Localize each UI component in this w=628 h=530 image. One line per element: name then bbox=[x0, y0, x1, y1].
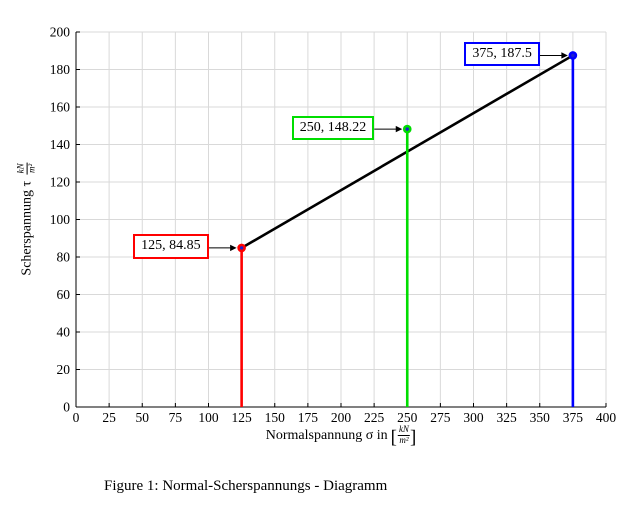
x-tick-label: 200 bbox=[331, 410, 352, 425]
data-point-marker-center bbox=[571, 53, 575, 58]
y-tick-label: 180 bbox=[50, 62, 71, 77]
annotation-arrowhead bbox=[230, 244, 237, 252]
x-tick-label: 50 bbox=[136, 410, 150, 425]
x-tick-label: 375 bbox=[563, 410, 584, 425]
y-tick-label: 140 bbox=[50, 137, 71, 152]
y-tick-label: 20 bbox=[57, 362, 71, 377]
x-tick-label: 275 bbox=[430, 410, 451, 425]
figure-caption: Figure 1: Normal-Scherspannungs - Diagra… bbox=[104, 478, 388, 494]
y-tick-label: 200 bbox=[50, 25, 71, 40]
y-tick-label: 100 bbox=[50, 212, 71, 227]
x-tick-label: 325 bbox=[497, 410, 518, 425]
data-point-marker-center bbox=[239, 246, 244, 250]
x-tick-label: 150 bbox=[265, 410, 286, 425]
y-axis-label-text: Scherspannung τ bbox=[19, 180, 35, 276]
x-tick-label: 125 bbox=[232, 410, 253, 425]
y-tick-label: 0 bbox=[63, 400, 70, 415]
x-tick-label: 300 bbox=[463, 410, 484, 425]
x-tick-label: 400 bbox=[596, 410, 617, 425]
y-tick-label: 40 bbox=[57, 325, 71, 340]
annotation-arrowhead bbox=[561, 52, 568, 59]
x-tick-label: 350 bbox=[530, 410, 551, 425]
x-axis-label-text: Normalspannung σ in bbox=[265, 427, 388, 443]
x-tick-label: 100 bbox=[198, 410, 219, 425]
left-bracket: [ bbox=[390, 427, 397, 448]
right-bracket: ] bbox=[409, 427, 417, 448]
x-tick-label: 175 bbox=[298, 410, 319, 425]
y-tick-label: 80 bbox=[57, 250, 71, 265]
x-tick-label: 75 bbox=[169, 410, 183, 425]
x-tick-label: 250 bbox=[397, 410, 418, 425]
data-point-marker-center bbox=[405, 127, 409, 131]
x-tick-label: 0 bbox=[73, 410, 80, 425]
x-tick-label: 25 bbox=[102, 410, 116, 425]
x-tick-label: 225 bbox=[364, 410, 385, 425]
y-axis-unit-fraction: kN m² bbox=[15, 162, 37, 175]
annotation-arrowhead bbox=[395, 125, 403, 133]
y-tick-label: 160 bbox=[50, 100, 71, 115]
x-axis-label: Normalspannung σ in[kN m²] bbox=[265, 424, 417, 449]
y-tick-label: 60 bbox=[57, 287, 71, 302]
x-axis-unit-fraction: kN m² bbox=[397, 424, 410, 445]
y-tick-label: 120 bbox=[50, 175, 71, 190]
y-axis-label: Scherspannung τ kN m² bbox=[15, 162, 38, 276]
